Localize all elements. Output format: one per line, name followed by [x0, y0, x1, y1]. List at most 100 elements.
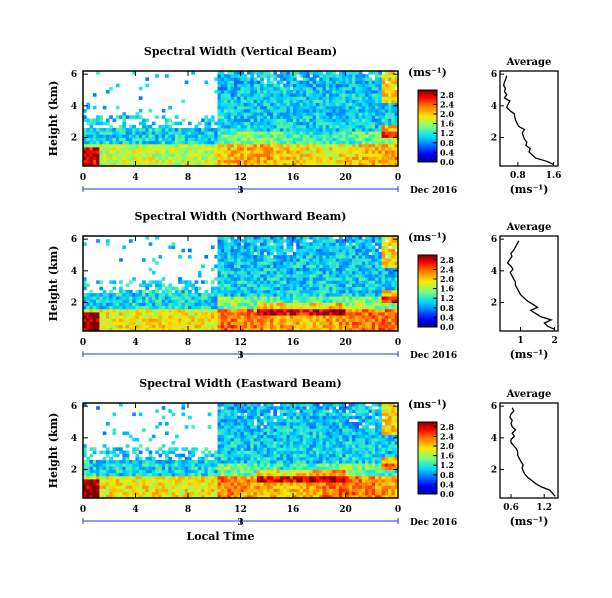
heatmap-cell — [348, 128, 353, 132]
heatmap-cell — [197, 140, 202, 145]
heatmap-cell — [220, 293, 225, 297]
heatmap-cell — [368, 302, 373, 307]
heatmap-cell — [204, 321, 209, 326]
heatmap-cell — [358, 99, 363, 104]
heatmap-cell — [109, 485, 113, 489]
heatmap-cell — [394, 255, 399, 259]
heatmap-cell — [227, 264, 232, 269]
heatmap-cell — [217, 115, 222, 119]
heatmap-cell — [375, 83, 379, 88]
heatmap-cell — [358, 118, 363, 123]
heatmap-cell — [142, 124, 146, 129]
heatmap-cell — [394, 270, 399, 275]
heatmap-cell — [217, 118, 222, 123]
heatmap-cell — [142, 258, 146, 262]
heatmap-cell — [342, 83, 346, 88]
heatmap-cell — [253, 124, 258, 129]
heatmap-cell — [181, 131, 186, 135]
heatmap-cell — [125, 153, 130, 157]
heatmap-cell — [253, 289, 258, 294]
heatmap-cell — [289, 261, 294, 265]
heatmap-cell — [332, 280, 337, 284]
heatmap-cell — [361, 324, 366, 329]
heatmap-cell — [365, 159, 369, 164]
heatmap-cell — [315, 251, 320, 256]
heatmap-cell — [299, 239, 304, 243]
heatmap-cell — [233, 327, 238, 332]
heatmap-cell — [293, 305, 297, 310]
heatmap-cell — [194, 156, 199, 161]
heatmap-cell — [181, 305, 186, 310]
heatmap-cell — [86, 296, 90, 300]
heatmap-cell — [315, 302, 320, 307]
heatmap-cell — [329, 293, 333, 297]
heatmap-cell — [348, 267, 353, 272]
heatmap-cell — [260, 159, 264, 164]
heatmap-cell — [352, 308, 356, 313]
heatmap-cell — [283, 255, 287, 259]
heatmap-cell — [168, 140, 172, 145]
heatmap-cell — [378, 245, 382, 250]
heatmap-cell — [132, 115, 136, 119]
heatmap-cell — [381, 134, 386, 138]
heatmap-cell — [332, 299, 337, 303]
heatmap-cell — [279, 296, 284, 300]
heatmap-cell — [276, 90, 281, 94]
heatmap-cell — [109, 308, 113, 313]
x-tick-label: 0 — [80, 173, 86, 183]
heatmap-cell — [388, 159, 392, 164]
heatmap-cell — [394, 318, 399, 322]
heatmap-cell — [171, 128, 176, 132]
heatmap-cell — [375, 239, 379, 243]
heatmap-cell — [230, 255, 235, 259]
heatmap-cell — [329, 324, 333, 329]
heatmap-cell — [240, 74, 245, 78]
heatmap-cell — [299, 96, 304, 100]
heatmap-cell — [135, 128, 140, 132]
heatmap-cell — [233, 143, 238, 148]
heatmap-cell — [83, 147, 87, 151]
heatmap-cell — [348, 236, 353, 240]
heatmap-cell — [145, 305, 150, 310]
heatmap-cell — [286, 112, 291, 116]
heatmap-cell — [358, 267, 363, 272]
heatmap-cell — [227, 134, 232, 138]
heatmap-cell — [296, 293, 300, 297]
heatmap-cell — [315, 293, 320, 297]
heatmap-cell — [191, 137, 195, 142]
heatmap-cell — [230, 121, 235, 126]
heatmap-cell — [371, 315, 376, 319]
heatmap-cell — [243, 302, 248, 307]
heatmap-cell — [299, 251, 304, 256]
heatmap-cell — [142, 296, 146, 300]
heatmap-cell — [86, 150, 90, 154]
heatmap-cell — [293, 124, 297, 129]
heatmap-cell — [302, 105, 307, 110]
heatmap-cell — [83, 140, 87, 145]
heatmap-cell — [270, 159, 274, 164]
heatmap-cell — [220, 153, 225, 157]
heatmap-cell — [145, 236, 150, 240]
heatmap-cell — [220, 239, 225, 243]
heatmap-cell — [122, 321, 127, 326]
heatmap-cell — [322, 93, 327, 97]
heatmap-cell — [384, 312, 389, 316]
heatmap-cell — [115, 491, 120, 496]
heatmap-cell — [279, 236, 284, 240]
heatmap-cell — [227, 245, 232, 250]
heatmap-cell — [355, 159, 360, 164]
heatmap-cell — [381, 308, 386, 313]
heatmap-cell — [361, 315, 366, 319]
heatmap-cell — [348, 105, 353, 110]
heatmap-cell — [306, 102, 310, 107]
heatmap-cell — [158, 302, 163, 307]
heatmap-cell — [263, 270, 268, 275]
heatmap-cell — [270, 90, 274, 94]
heatmap-cell — [384, 305, 389, 310]
heatmap-cell — [273, 105, 277, 110]
heatmap-cell — [296, 255, 300, 259]
heatmap-cell — [161, 321, 166, 326]
heatmap-cell — [188, 296, 192, 300]
heatmap-cell — [125, 482, 130, 486]
heatmap-cell — [286, 109, 291, 113]
